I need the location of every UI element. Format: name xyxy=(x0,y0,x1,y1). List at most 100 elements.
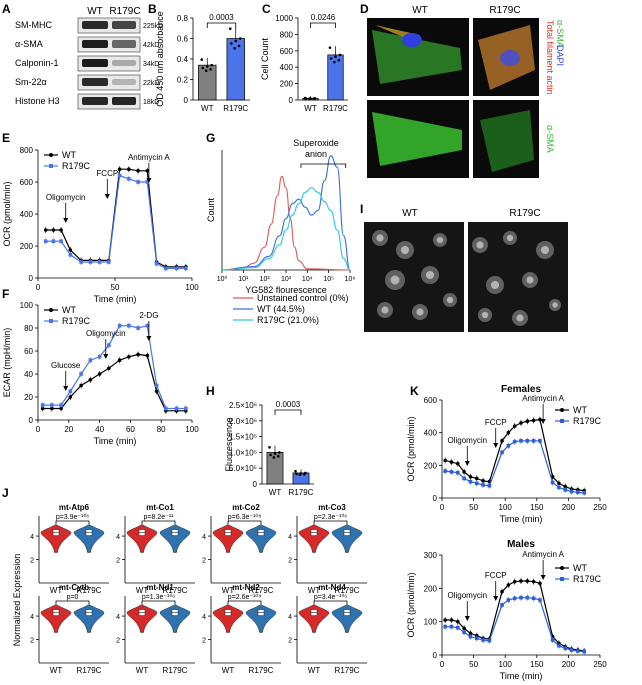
panel-letter-c: C xyxy=(262,2,271,16)
data-point xyxy=(449,470,454,474)
group-label: WT xyxy=(50,666,63,675)
violin-shape xyxy=(298,604,330,633)
data-point xyxy=(238,37,242,40)
annotation-label: 2-DG xyxy=(139,311,158,320)
p-value-label: p=2.3e⁻¹⁰⁶ xyxy=(314,513,347,521)
data-point xyxy=(449,618,454,622)
data-point xyxy=(468,474,473,479)
group-label: R179C xyxy=(77,666,102,675)
chart-g: Superoxide anion 10⁰ 10¹ 10² 10³ 10⁴ 10⁵ 10⁶ YG… xyxy=(206,138,355,325)
legend-label: WT xyxy=(573,563,587,573)
y-tick-label: 0 xyxy=(289,96,294,105)
data-point xyxy=(468,479,473,484)
y-tick-label: 600 xyxy=(280,47,294,56)
x-tick-label: 0 xyxy=(440,660,445,669)
p-value-label: p=8.2e⁻¹¹ xyxy=(144,514,175,521)
data-point xyxy=(145,353,150,358)
data-point xyxy=(313,97,317,100)
significance-bracket xyxy=(55,600,90,604)
significance-bracket xyxy=(313,520,348,524)
blot-row: SM-MHC 225kD xyxy=(15,17,163,34)
y-tick-label: 5.0×10⁵ xyxy=(229,464,257,473)
data-point xyxy=(50,406,54,411)
data-point xyxy=(107,366,111,371)
y-tick-label: 200 xyxy=(20,242,34,251)
y-tick-label: 4 xyxy=(116,534,120,541)
x-tick-label: WT xyxy=(201,104,214,113)
x-tick-label: 250 xyxy=(593,660,607,669)
micro-col-wt: WT xyxy=(402,208,418,219)
group-label: R179C xyxy=(249,586,274,595)
significance-bracket xyxy=(310,22,336,28)
blot-row-label: Sm-22α xyxy=(15,77,47,87)
histogram-curve xyxy=(221,175,351,271)
group-label: WT xyxy=(50,586,63,595)
series-line xyxy=(45,174,186,269)
cell-center-shape xyxy=(425,270,435,280)
data-point xyxy=(500,589,504,594)
y-tick-label: 400 xyxy=(424,429,438,438)
x-tick-label: 0 xyxy=(440,503,445,512)
histogram-curve xyxy=(221,187,351,271)
violin-plot: mt-Co3 2 4 WT R179C p=2.3e⁻¹⁰⁶ xyxy=(288,503,367,595)
data-point xyxy=(519,421,523,425)
data-point xyxy=(136,352,140,357)
violin-plot: mt-Co1 2 4 WT R179C p=8.2e⁻¹¹ xyxy=(116,503,195,595)
data-point xyxy=(487,638,492,643)
cell-center-shape xyxy=(540,245,550,255)
data-point xyxy=(474,476,479,481)
data-point xyxy=(277,454,280,458)
data-point xyxy=(107,260,111,264)
data-point xyxy=(328,46,332,49)
data-point xyxy=(449,624,454,629)
cell-center-shape xyxy=(446,296,454,304)
y-tick-label: 300 xyxy=(424,551,438,560)
p-value-label: 0.0003 xyxy=(276,400,301,409)
data-point xyxy=(97,260,102,264)
gene-title: mt-Cytb xyxy=(59,583,89,592)
data-point xyxy=(443,469,447,473)
data-point xyxy=(272,456,276,459)
x-tick-label: 80 xyxy=(157,425,166,434)
annotation-label: Oligomycin xyxy=(447,436,487,445)
cell-center-shape xyxy=(416,308,424,316)
data-point xyxy=(68,389,73,394)
y-axis-label: ECAR (mpH/min) xyxy=(2,328,12,398)
y-tick-label: 40 xyxy=(24,370,33,379)
panel-letter-j: J xyxy=(2,486,9,500)
data-point xyxy=(462,630,466,635)
data-point xyxy=(234,39,238,43)
data-point xyxy=(582,490,586,495)
blot-rows: SM-MHC 225kD α-SMA 42kD Calponin-1 34kD xyxy=(15,17,163,110)
chart-title: Females xyxy=(501,384,541,395)
if-side-label-sma-bottom: α-SMA xyxy=(545,125,555,153)
x-tick-label: 250 xyxy=(593,503,607,512)
data-point xyxy=(51,228,56,232)
chart-f: 0 20 40 60 80 100 0 20 40 60 80 100 Glucose Oligomyci… xyxy=(2,301,199,446)
group-label: R179C xyxy=(249,666,274,675)
violin-ylabel: Normalized Expression xyxy=(12,554,22,647)
data-point xyxy=(538,598,542,602)
data-point xyxy=(512,579,517,584)
data-point xyxy=(127,177,131,181)
data-point xyxy=(127,354,131,359)
blot-row-label: SM-MHC xyxy=(15,20,52,30)
data-point xyxy=(174,406,179,411)
blot-band-wt xyxy=(82,40,108,48)
data-point xyxy=(563,646,568,651)
x-axis-label: Time (min) xyxy=(94,294,137,304)
y-tick-label: 4 xyxy=(30,614,34,621)
nucleus-shape xyxy=(500,50,520,66)
data-point xyxy=(273,452,277,455)
series-line xyxy=(445,597,585,653)
x-tick-label: 10² xyxy=(260,276,271,283)
cell-center-shape xyxy=(516,314,524,322)
panel-letter-h: H xyxy=(206,384,215,398)
data-point xyxy=(563,488,568,492)
group-label: R179C xyxy=(335,666,360,675)
x-tick-label: 200 xyxy=(562,503,576,512)
data-point xyxy=(531,418,536,423)
cell-center-shape xyxy=(490,280,500,290)
anion-label: anion xyxy=(305,149,327,159)
